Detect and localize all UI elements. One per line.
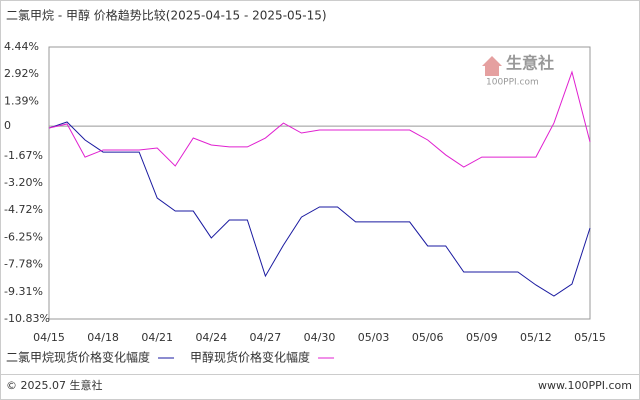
y-tick-label: 2.92% <box>4 67 39 80</box>
series-line <box>48 121 591 297</box>
y-tick-label: -6.25% <box>4 230 43 243</box>
watermark-site: 100PPI.com <box>486 78 539 88</box>
x-tick-label: 04/24 <box>195 331 227 344</box>
y-tick-label: -10.83% <box>4 312 50 325</box>
watermark: 生意社 100PPI.com <box>482 54 554 88</box>
watermark-icon <box>482 56 502 76</box>
series-line <box>48 70 591 168</box>
y-tick-label: -1.67% <box>4 149 43 162</box>
plot-area <box>48 46 591 320</box>
y-tick-label: -3.20% <box>4 176 43 189</box>
y-tick-label: -9.31% <box>4 285 43 298</box>
x-tick-label: 04/18 <box>87 331 119 344</box>
footer-right: www.100PPI.com <box>538 379 632 392</box>
watermark-name: 生意社 <box>506 54 554 73</box>
footer-left: © 2025.07 生意社 <box>6 378 102 392</box>
x-tick-label: 05/15 <box>574 331 606 344</box>
y-tick-label: 0 <box>4 119 11 132</box>
legend-label: 甲醇现货价格变化幅度 <box>190 350 310 365</box>
y-tick-label: 4.44% <box>4 40 39 53</box>
x-tick-label: 04/15 <box>33 331 65 344</box>
y-tick-label: -4.72% <box>4 203 43 216</box>
y-tick-label: 1.39% <box>4 94 39 107</box>
x-tick-label: 05/12 <box>520 331 552 344</box>
y-tick-label: -7.78% <box>4 258 43 271</box>
chart-title: 二氯甲烷 - 甲醇 价格趋势比较(2025-04-15 - 2025-05-15… <box>6 8 327 23</box>
x-tick-label: 05/09 <box>466 331 498 344</box>
legend-label: 二氯甲烷现货价格变化幅度 <box>6 350 150 365</box>
x-tick-label: 04/30 <box>304 331 336 344</box>
x-tick-label: 04/21 <box>141 331 173 344</box>
x-tick-label: 04/27 <box>250 331 282 344</box>
x-tick-label: 05/06 <box>412 331 444 344</box>
x-tick-label: 05/03 <box>358 331 390 344</box>
